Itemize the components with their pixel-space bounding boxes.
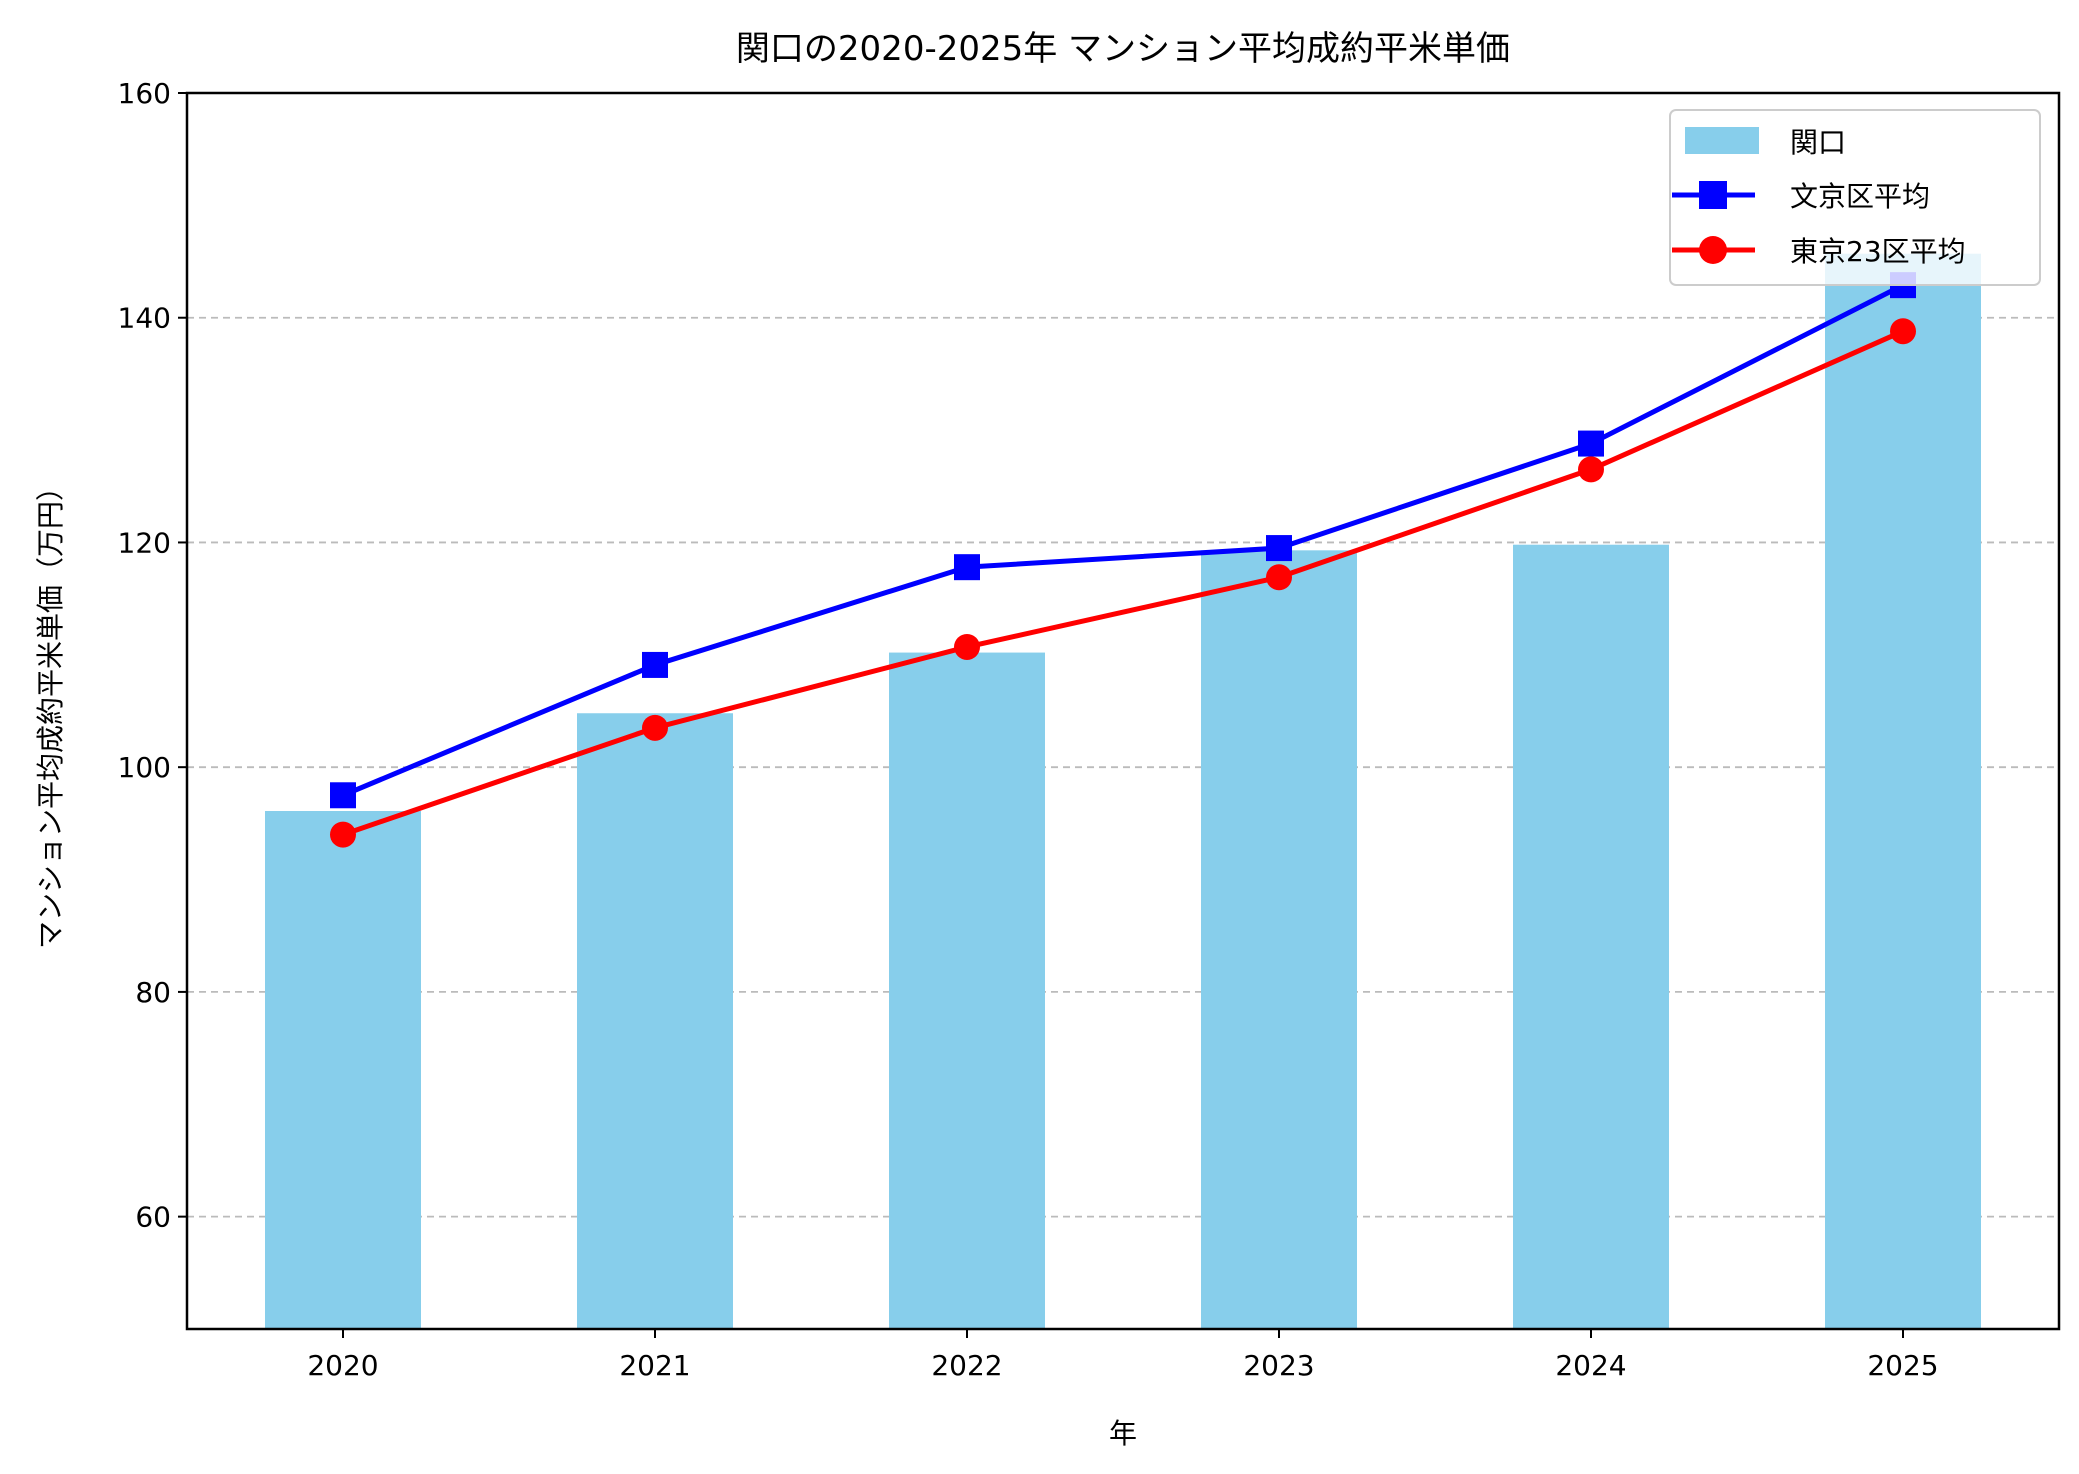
square-marker [642, 651, 668, 678]
bars [265, 253, 1981, 1330]
legend-label-tokyo23: 東京23区平均 [1790, 235, 1966, 268]
legend-swatch-blue-marker [1699, 181, 1727, 209]
series-line [342, 328, 1905, 837]
legend-label-bunkyo: 文京区平均 [1790, 180, 1930, 213]
bar [1825, 253, 1981, 1330]
y-tick-label: 160 [118, 77, 171, 110]
square-marker [954, 554, 980, 581]
legend-swatch-bar [1685, 127, 1759, 154]
y-axis-label: マンション平均成約平米単価（万円） [34, 473, 67, 949]
series-line [342, 282, 1905, 798]
x-axis: 2020 2021 2022 2023 2024 2025 [307, 1329, 1939, 1382]
bar [1513, 544, 1669, 1329]
legend-label-sekiguchi: 関口 [1790, 126, 1846, 159]
x-tick-label: 2025 [1867, 1349, 1938, 1382]
square-marker [1578, 430, 1604, 457]
lines [330, 272, 1916, 848]
bar [265, 811, 421, 1329]
circle-marker [954, 633, 980, 660]
y-tick-label: 100 [118, 751, 171, 784]
x-axis-label: 年 [1109, 1417, 1137, 1450]
bar [889, 652, 1045, 1329]
bar [577, 713, 733, 1329]
y-tick-label: 60 [135, 1201, 171, 1234]
x-tick-label: 2021 [619, 1349, 690, 1382]
bar [1201, 550, 1357, 1329]
y-tick-label: 80 [135, 976, 171, 1009]
y-tick-label: 140 [118, 302, 171, 335]
x-tick-label: 2020 [307, 1349, 378, 1382]
x-tick-label: 2022 [931, 1349, 1002, 1382]
square-marker [1266, 535, 1292, 562]
circle-marker [1266, 564, 1292, 591]
y-tick-label: 120 [118, 526, 171, 559]
circle-marker [1890, 318, 1916, 345]
circle-marker [1578, 456, 1604, 483]
chart-title: 関口の2020-2025年 マンション平均成約平米単価 [736, 29, 1510, 69]
circle-marker [642, 714, 668, 741]
x-tick-label: 2024 [1555, 1349, 1626, 1382]
grid [187, 316, 2059, 1218]
plot-frame [185, 91, 2061, 1331]
y-axis: 60 80 100 120 140 160 [118, 77, 187, 1234]
square-marker [330, 782, 356, 809]
x-tick-label: 2023 [1243, 1349, 1314, 1382]
legend-box [1669, 109, 2041, 286]
legend-swatch-red-marker [1699, 236, 1727, 264]
legend: 関口 文京区平均 東京23区平均 [1669, 109, 2041, 286]
circle-marker [330, 821, 356, 848]
